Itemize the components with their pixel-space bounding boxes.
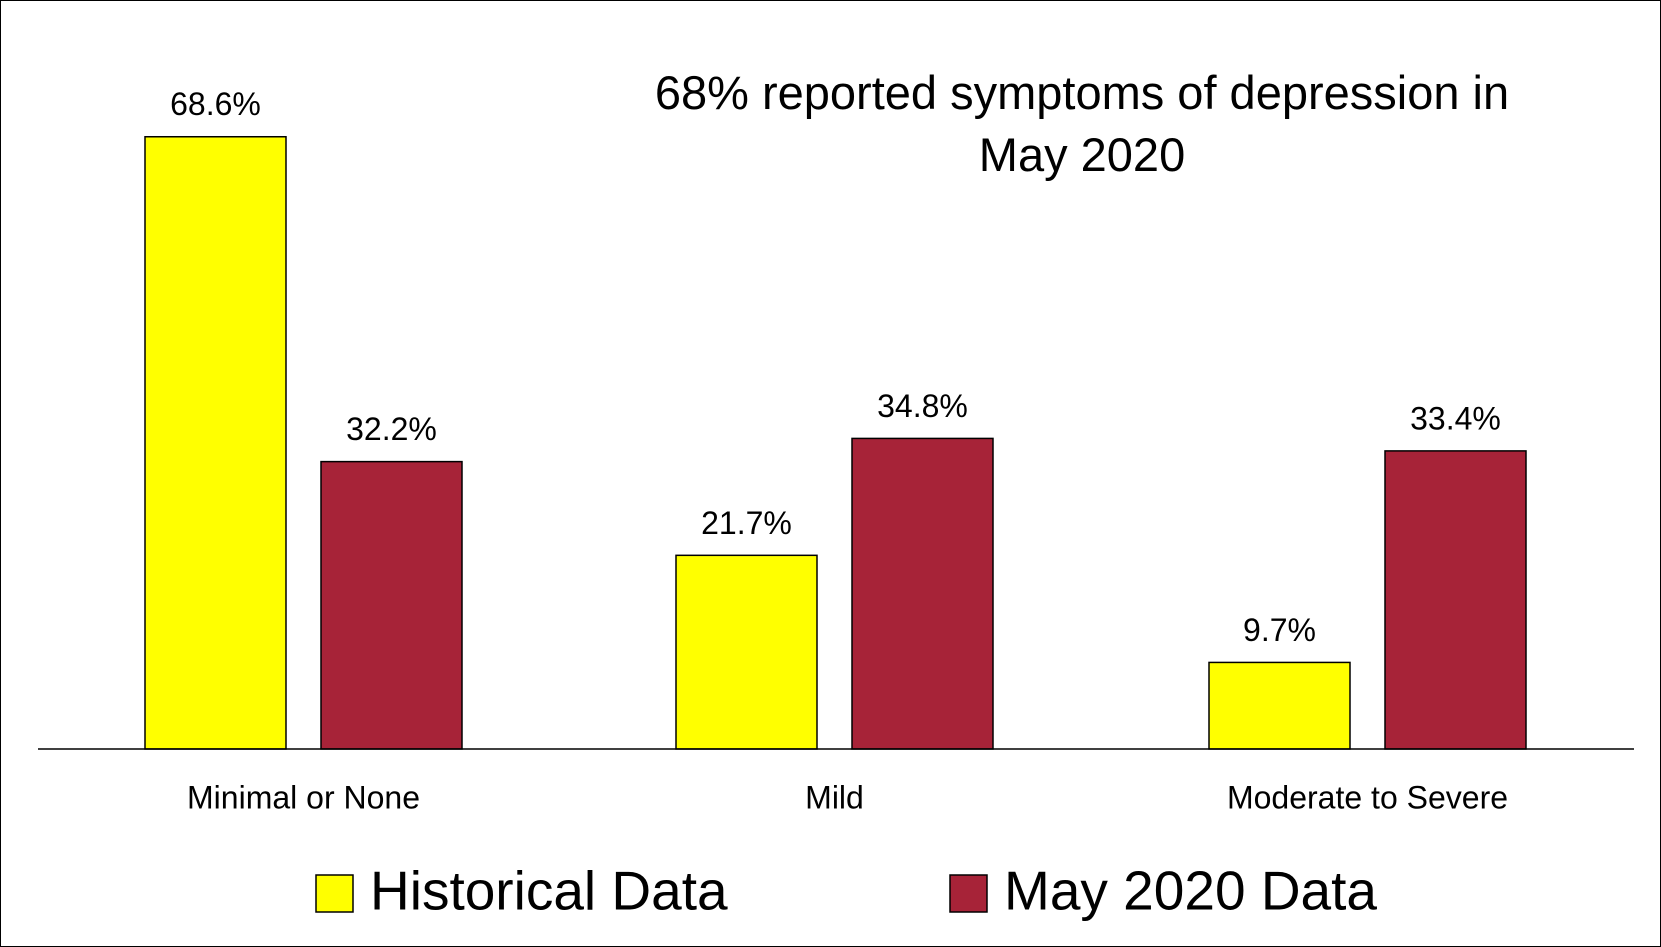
bar — [320, 460, 463, 750]
bar — [1208, 661, 1351, 750]
data-label: 9.7% — [1243, 612, 1316, 648]
legend-swatch — [315, 874, 354, 913]
x-tick-label: Moderate to Severe — [1227, 779, 1508, 815]
data-label: 32.2% — [346, 411, 437, 447]
legend-label: May 2020 Data — [1004, 860, 1377, 922]
bar — [675, 554, 818, 750]
bar — [144, 135, 287, 750]
bar — [1384, 450, 1527, 750]
data-label: 68.6% — [170, 86, 261, 122]
legend-swatch — [949, 874, 988, 913]
bar — [851, 437, 994, 750]
data-label: 21.7% — [701, 505, 792, 541]
data-label: 34.8% — [877, 388, 968, 424]
x-tick-label: Minimal or None — [187, 779, 420, 815]
legend-label: Historical Data — [370, 860, 728, 922]
chart-title: 68% reported symptoms of depression in M… — [654, 66, 1510, 181]
x-tick-label: Mild — [805, 779, 864, 815]
data-label: 33.4% — [1410, 400, 1501, 436]
